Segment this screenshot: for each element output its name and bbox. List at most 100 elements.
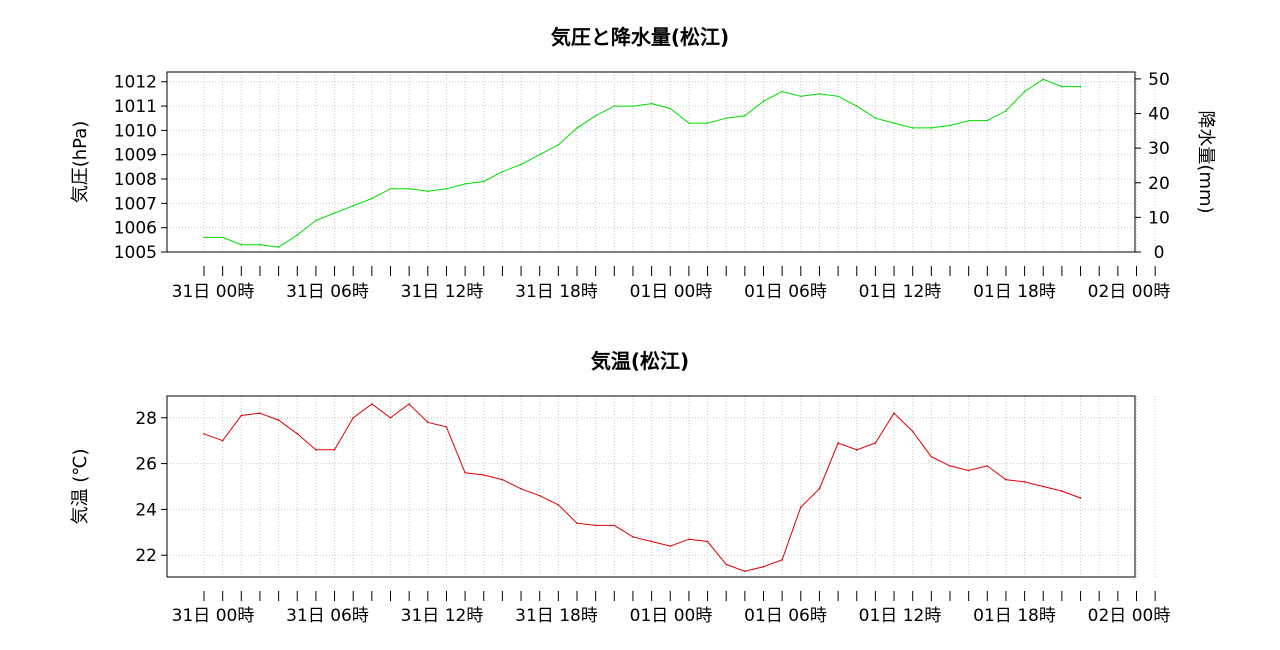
data-point — [576, 127, 578, 129]
data-point — [221, 236, 224, 239]
data-point — [855, 449, 858, 451]
y2-tick-label: 20 — [1148, 174, 1170, 194]
y-tick-label: 1005 — [114, 243, 157, 263]
data-point — [874, 442, 877, 444]
data-point — [650, 540, 653, 543]
data-point — [520, 163, 522, 166]
data-point — [594, 524, 597, 527]
data-point — [911, 127, 914, 129]
data-point — [352, 204, 355, 207]
data-point — [744, 570, 746, 573]
x-tick-label: 31日 06時 — [286, 606, 369, 626]
data-point — [203, 433, 205, 435]
data-point — [277, 419, 280, 421]
y-tick-label: 1012 — [114, 73, 157, 93]
plot-frame — [166, 71, 1136, 253]
data-point — [408, 403, 410, 405]
data-point — [986, 119, 989, 122]
data-point — [259, 412, 261, 414]
data-point — [688, 538, 690, 540]
data-point — [445, 426, 448, 428]
x-tick-label: 02日 00時 — [1088, 282, 1171, 302]
data-point — [1061, 490, 1063, 492]
x-tick-label: 01日 18時 — [973, 282, 1056, 302]
data-point — [818, 487, 821, 490]
data-point — [781, 90, 783, 93]
y-tick-label: 1010 — [114, 121, 157, 141]
data-point — [688, 122, 690, 124]
y-tick-label: 24 — [135, 500, 157, 520]
data-point — [930, 455, 933, 458]
data-point — [482, 474, 485, 476]
x-tick-label: 01日 06時 — [744, 282, 827, 302]
y-tick-label: 28 — [135, 409, 157, 429]
x-tick-label: 01日 12時 — [859, 282, 942, 302]
data-point — [203, 236, 205, 239]
data-point — [1023, 90, 1026, 93]
data-point — [725, 563, 727, 566]
data-point — [240, 243, 243, 246]
data-point — [800, 506, 802, 508]
data-point — [296, 433, 299, 435]
data-point — [669, 545, 672, 547]
data-point — [538, 494, 541, 497]
x-tick-label: 01日 06時 — [744, 606, 827, 626]
data-point — [427, 190, 429, 192]
data-point — [762, 565, 765, 568]
data-point — [632, 536, 634, 538]
data-point — [1042, 485, 1045, 488]
x-tick-label: 31日 00時 — [172, 282, 255, 302]
data-point — [277, 246, 280, 248]
data-point — [893, 412, 895, 414]
data-point — [1005, 110, 1007, 112]
y2-axis-label: 降水量(mm) — [1195, 110, 1216, 213]
data-point — [333, 212, 336, 214]
y-tick-label: 1008 — [114, 170, 157, 190]
x-tick-label: 01日 18時 — [973, 606, 1056, 626]
data-point — [464, 471, 466, 474]
x-tick-label: 01日 00時 — [630, 606, 713, 626]
data-point — [706, 122, 709, 124]
data-point — [557, 144, 560, 146]
data-point — [576, 522, 578, 524]
data-point — [781, 559, 783, 561]
data-point — [893, 122, 895, 124]
data-point — [1023, 481, 1026, 483]
data-point — [427, 421, 429, 424]
y-axis-label: 気温 (℃) — [70, 449, 91, 525]
data-point — [837, 95, 839, 98]
x-tick-label: 01日 00時 — [630, 282, 713, 302]
data-point — [221, 439, 224, 442]
data-point — [1005, 478, 1007, 481]
x-tick-label: 31日 12時 — [401, 606, 484, 626]
data-point — [706, 540, 709, 543]
x-tick-label: 31日 18時 — [515, 282, 598, 302]
data-point — [1079, 85, 1082, 88]
data-point — [371, 403, 373, 405]
y-tick-label: 1011 — [114, 97, 157, 117]
y-tick-label: 1006 — [114, 219, 157, 239]
y-tick-label: 1007 — [114, 194, 157, 214]
data-point — [818, 93, 821, 95]
data-point — [501, 170, 504, 173]
data-point — [315, 219, 317, 222]
series-line — [203, 403, 1081, 572]
data-point — [352, 416, 355, 419]
data-point — [259, 243, 261, 246]
data-point — [837, 442, 839, 444]
x-tick-label: 31日 18時 — [515, 606, 598, 626]
y-tick-label: 1009 — [114, 146, 157, 166]
data-point — [930, 127, 933, 129]
data-point — [240, 414, 243, 417]
y-tick-label: 26 — [135, 455, 157, 475]
data-point — [986, 465, 989, 467]
data-point — [874, 117, 877, 120]
data-point — [408, 187, 410, 190]
data-point — [389, 416, 392, 419]
data-point — [613, 105, 616, 107]
data-point — [949, 465, 951, 467]
x-tick-label: 02日 00時 — [1088, 606, 1171, 626]
data-point — [725, 117, 727, 120]
y2-tick-label: 0 — [1154, 243, 1165, 263]
data-point — [650, 102, 653, 105]
